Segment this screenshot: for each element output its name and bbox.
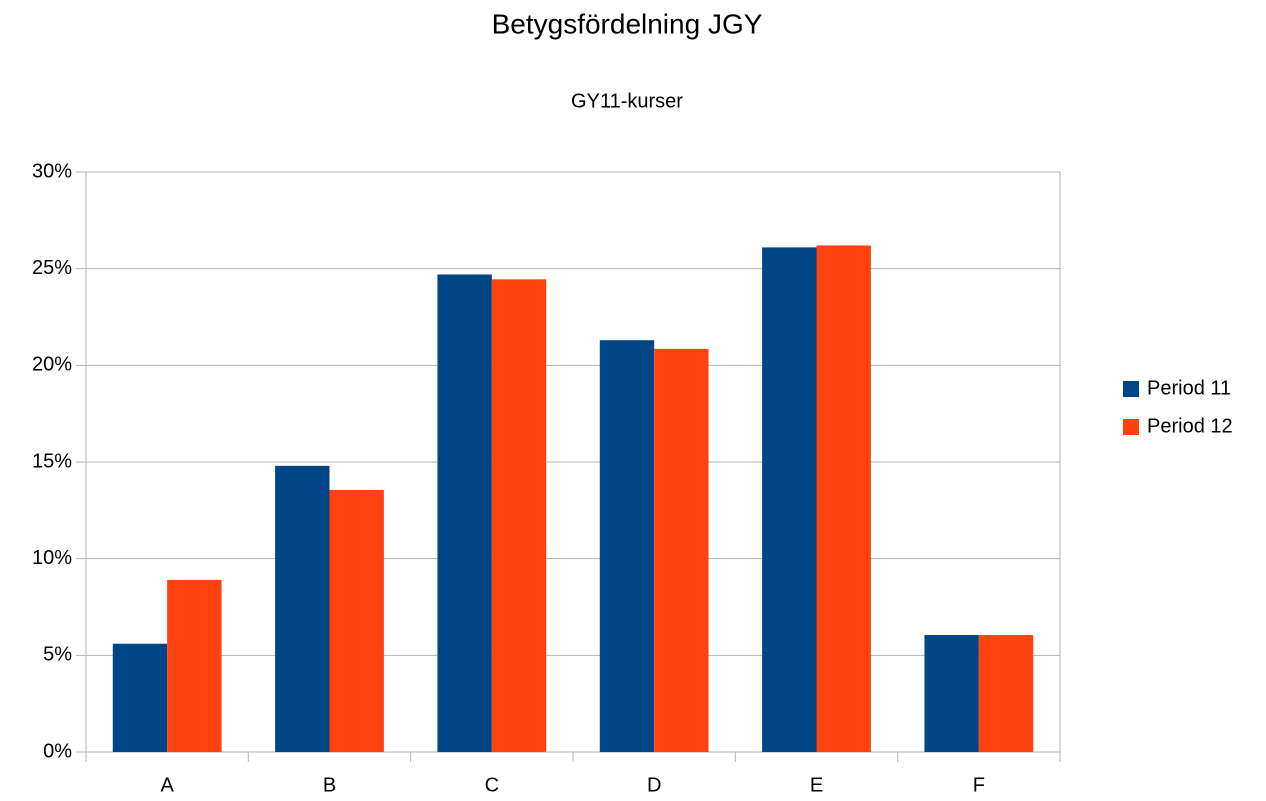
bar <box>654 348 709 752</box>
legend-swatch <box>1123 381 1139 397</box>
x-tick-label: F <box>973 774 985 796</box>
chart-subtitle: GY11-kurser <box>571 90 683 112</box>
x-tick-label: A <box>160 774 174 796</box>
bar <box>167 579 222 752</box>
bar <box>329 490 384 752</box>
bar <box>112 643 168 752</box>
y-tick-label: 0% <box>43 740 72 762</box>
x-tick-label: C <box>485 774 499 796</box>
bar <box>978 635 1034 752</box>
legend-label: Period 12 <box>1147 415 1233 437</box>
bar <box>924 635 979 752</box>
bar <box>599 340 655 752</box>
y-tick-label: 10% <box>32 547 72 569</box>
x-tick-label: E <box>810 774 823 796</box>
bar <box>816 245 871 752</box>
legend-swatch <box>1123 419 1139 435</box>
x-tick-label: B <box>323 774 336 796</box>
bar <box>275 465 330 752</box>
bar <box>437 274 492 752</box>
x-tick-label: D <box>647 774 661 796</box>
y-tick-label: 30% <box>32 160 72 182</box>
y-tick-label: 5% <box>43 644 72 666</box>
y-tick-label: 15% <box>32 450 72 472</box>
chart-title: Betygsfördelning JGY <box>492 8 763 39</box>
y-tick-label: 25% <box>32 257 72 279</box>
legend-label: Period 11 <box>1147 377 1231 399</box>
bar <box>762 247 817 752</box>
y-tick-label: 20% <box>32 354 72 376</box>
bar <box>491 279 547 752</box>
